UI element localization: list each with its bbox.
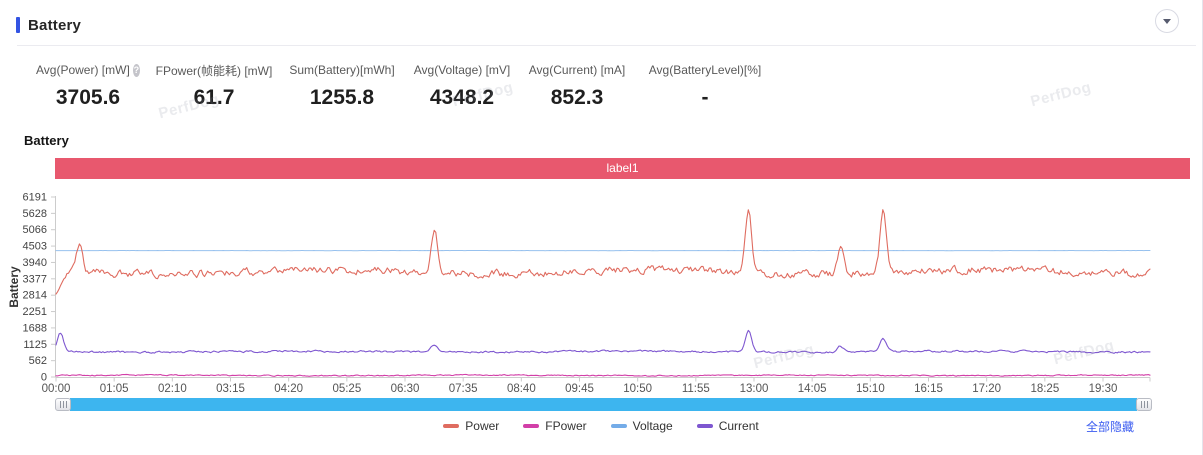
legend-label: Power <box>465 419 500 433</box>
header-divider <box>17 45 1196 46</box>
x-tick-label: 05:25 <box>332 383 361 395</box>
series-line-fpower <box>55 373 1151 377</box>
x-tick-label: 16:15 <box>914 383 943 395</box>
stat-label: Avg(BatteryLevel)[%] <box>648 63 762 77</box>
y-tick-label: 2814 <box>23 290 47 302</box>
legend-label: Voltage <box>632 419 673 433</box>
fpower-swatch-icon <box>523 424 540 428</box>
chevron-down-icon <box>1163 18 1171 24</box>
y-tick-label: 1125 <box>23 339 47 351</box>
x-tick-label: 07:35 <box>449 383 478 395</box>
stat-value: 852.3 <box>550 86 604 109</box>
y-tick-label: 562 <box>29 355 47 367</box>
x-tick-label: 04:20 <box>274 383 303 395</box>
x-tick-label: 15:10 <box>856 383 885 395</box>
legend-row: Power FPower Voltage Current 全部隐藏 <box>0 417 1202 435</box>
info-icon[interactable]: ? <box>132 63 140 77</box>
stats-row: Avg(Power) [mW]? 3705.6 FPower(帧能耗) [mW]… <box>36 62 766 110</box>
series-line-current <box>55 329 1151 354</box>
x-tick-label: 06:30 <box>391 383 420 395</box>
y-tick-label: 3940 <box>23 257 47 269</box>
x-tick-label: 17:20 <box>972 383 1001 395</box>
x-tick-label: 13:00 <box>740 383 769 395</box>
x-tick-label: 09:45 <box>565 383 594 395</box>
stat-value: 1255.8 <box>309 86 375 109</box>
stat-label: Avg(Voltage) [mV] <box>413 63 511 77</box>
voltage-swatch-icon <box>610 424 627 428</box>
stat-label: Sum(Battery)[mWh] <box>289 63 395 77</box>
x-tick-label: 11:55 <box>682 383 710 395</box>
series-line-power <box>55 209 1151 295</box>
x-tick-label: 19:30 <box>1089 383 1118 395</box>
scrollbar-right-handle[interactable] <box>1136 398 1152 411</box>
power-swatch-icon <box>443 424 460 428</box>
hide-all-link[interactable]: 全部隐藏 <box>1085 420 1134 434</box>
stat-avg-batterylevel: Avg(BatteryLevel)[%] - <box>644 62 766 110</box>
y-tick-label: 4503 <box>23 241 47 253</box>
stat-label: Avg(Power) [mW] <box>36 63 130 77</box>
legend-label: Current <box>718 419 759 433</box>
stat-value: 61.7 <box>193 86 235 109</box>
y-tick-label: 5628 <box>23 208 47 220</box>
accent-bar <box>16 17 20 33</box>
scrollbar-left-handle[interactable] <box>55 398 71 411</box>
y-tick-label: 6191 <box>23 192 47 204</box>
legend-item-power[interactable]: Power <box>443 419 499 433</box>
chart-scrollbar[interactable] <box>55 398 1152 411</box>
stat-fpower: FPower(帧能耗) [mW] 61.7 <box>155 62 273 110</box>
y-tick-label: 1688 <box>23 322 47 334</box>
x-tick-label: 18:25 <box>1030 383 1059 395</box>
chart-legend: Power FPower Voltage Current <box>0 417 1202 435</box>
current-swatch-icon <box>696 424 713 428</box>
y-tick-label: 0 <box>41 372 47 384</box>
y-tick-label: 2251 <box>23 306 47 318</box>
y-tick-label: 3377 <box>23 273 47 285</box>
stat-label: FPower(帧能耗) [mW] <box>155 63 273 78</box>
stat-value: - <box>701 86 709 109</box>
legend-label: FPower <box>545 419 587 433</box>
y-tick-label: 5066 <box>23 224 47 236</box>
legend-item-current[interactable]: Current <box>696 419 759 433</box>
collapse-button[interactable] <box>1155 9 1179 33</box>
x-tick-label: 03:15 <box>216 383 245 395</box>
panel-title: Battery <box>28 16 82 34</box>
section-title: Battery <box>24 133 69 148</box>
chart-label-banner[interactable]: label1 <box>55 158 1190 179</box>
legend-item-fpower[interactable]: FPower <box>523 419 587 433</box>
panel-header: Battery <box>16 9 1186 40</box>
scrollbar-track-fill[interactable] <box>70 398 1137 411</box>
stat-sum-battery: Sum(Battery)[mWh] 1255.8 <box>288 62 396 110</box>
x-tick-label: 10:50 <box>623 383 652 395</box>
x-tick-label: 01:05 <box>100 383 129 395</box>
stat-avg-power: Avg(Power) [mW]? 3705.6 <box>36 62 140 110</box>
stat-value: 3705.6 <box>55 86 121 109</box>
legend-item-voltage[interactable]: Voltage <box>610 419 673 433</box>
stat-value: 4348.2 <box>429 86 495 109</box>
x-tick-label: 00:00 <box>42 383 71 395</box>
x-tick-label: 02:10 <box>158 383 187 395</box>
stat-avg-voltage: Avg(Voltage) [mV] 4348.2 <box>413 62 511 110</box>
x-tick-label: 14:05 <box>798 383 827 395</box>
stat-label: Avg(Current) [mA] <box>528 63 626 77</box>
stat-avg-current: Avg(Current) [mA] 852.3 <box>528 62 626 110</box>
x-tick-label: 08:40 <box>507 383 536 395</box>
